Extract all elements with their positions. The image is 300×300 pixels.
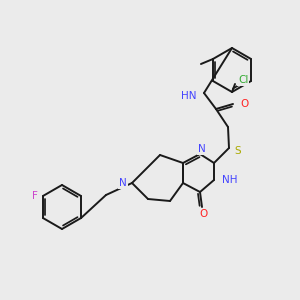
Text: Cl: Cl <box>238 75 248 85</box>
Text: S: S <box>234 146 241 156</box>
Text: N: N <box>119 178 127 188</box>
Text: F: F <box>32 191 38 201</box>
Text: F: F <box>32 191 38 201</box>
Text: HN: HN <box>182 91 197 101</box>
Text: N: N <box>198 144 206 154</box>
Text: O: O <box>240 99 248 109</box>
Text: O: O <box>199 209 207 219</box>
Text: NH: NH <box>222 175 238 185</box>
